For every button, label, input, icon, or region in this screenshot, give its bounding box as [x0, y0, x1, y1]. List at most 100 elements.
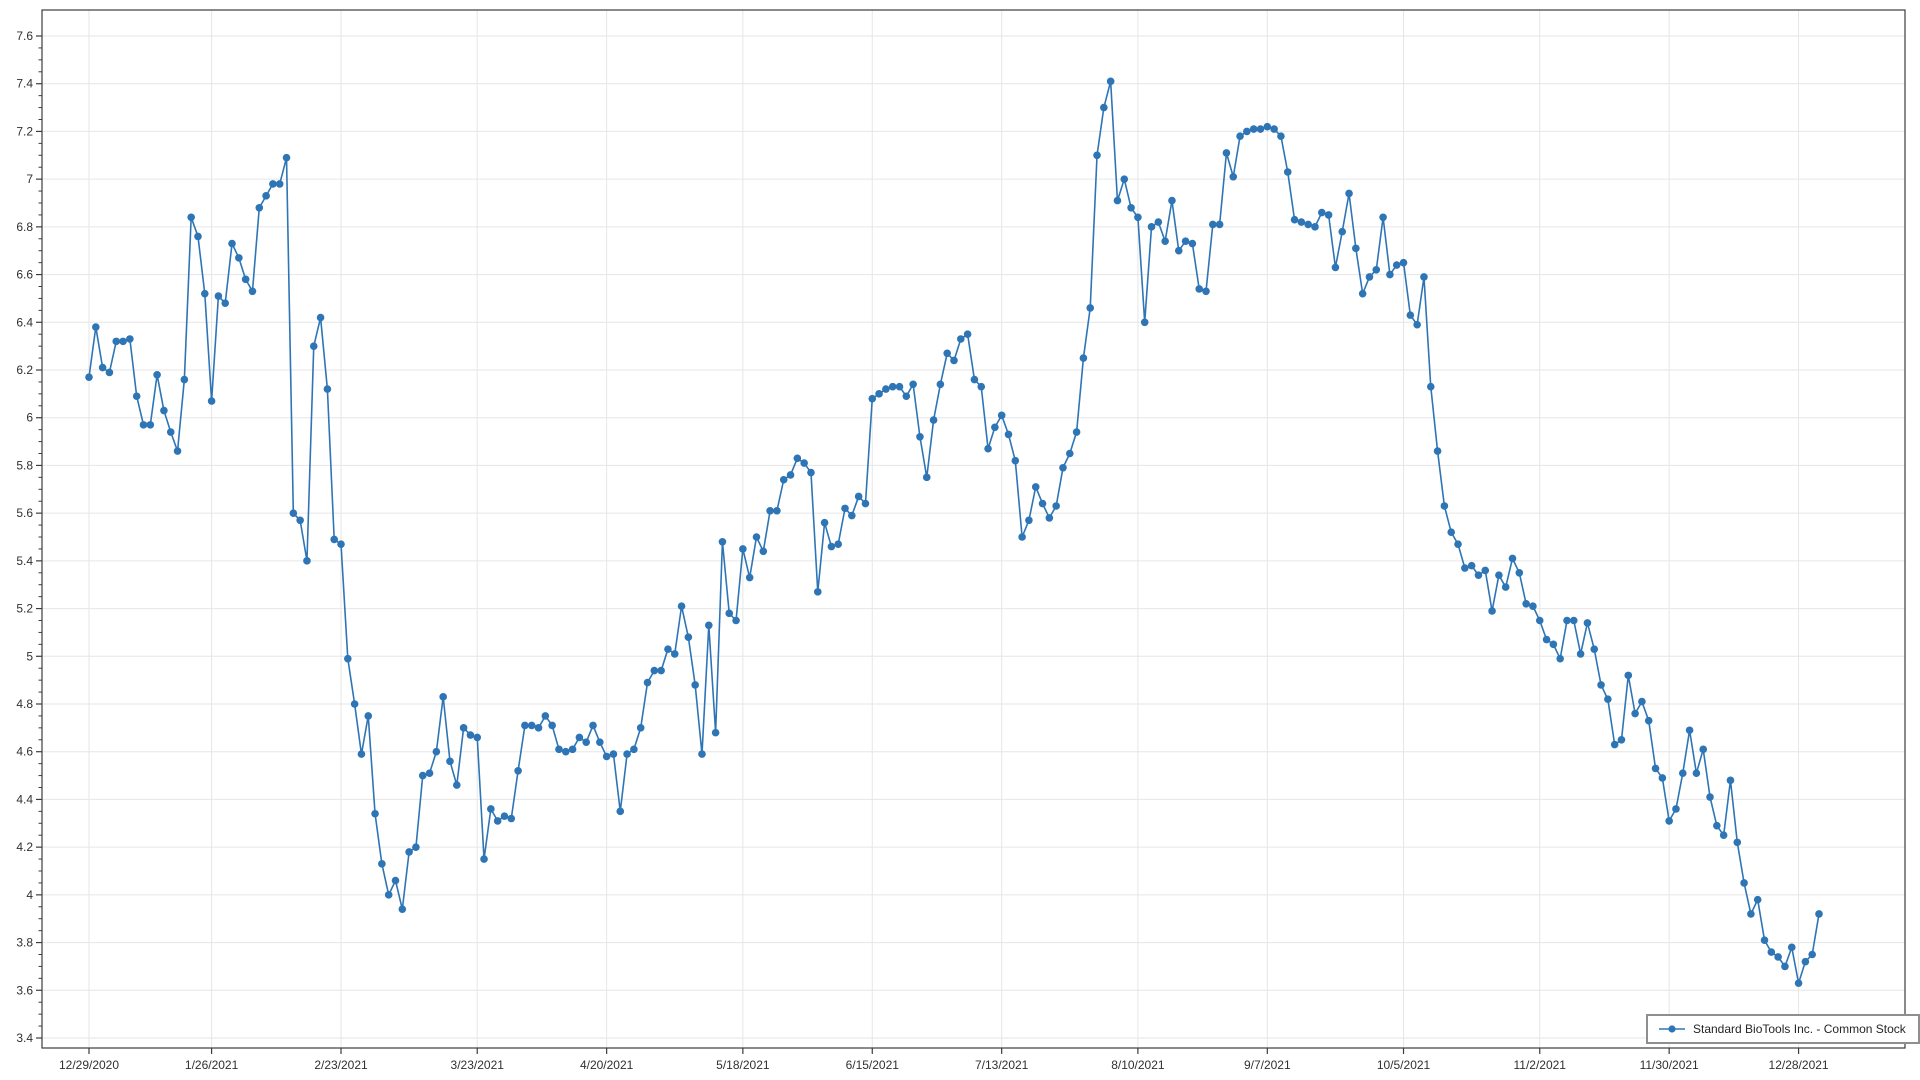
- data-point-marker[interactable]: [1719, 831, 1728, 840]
- data-point-marker[interactable]: [1692, 769, 1701, 777]
- data-point-marker[interactable]: [1747, 910, 1755, 918]
- data-point-marker[interactable]: [813, 588, 822, 596]
- data-point-marker[interactable]: [1501, 583, 1510, 591]
- data-point-marker[interactable]: [296, 516, 304, 525]
- data-point-marker[interactable]: [1781, 962, 1789, 971]
- data-point-marker[interactable]: [1065, 449, 1074, 458]
- data-point-marker[interactable]: [1052, 502, 1060, 510]
- data-point-marker[interactable]: [1072, 428, 1081, 436]
- data-point-marker[interactable]: [378, 860, 386, 868]
- data-point-marker[interactable]: [936, 380, 945, 389]
- data-point-marker[interactable]: [718, 537, 727, 546]
- data-point-marker[interactable]: [1665, 817, 1673, 825]
- data-point-marker[interactable]: [895, 382, 904, 391]
- data-point-marker[interactable]: [1243, 127, 1251, 136]
- data-point-marker[interactable]: [1753, 895, 1762, 904]
- data-point-marker[interactable]: [255, 203, 264, 212]
- data-point-marker[interactable]: [977, 382, 986, 391]
- data-point-marker[interactable]: [459, 724, 468, 732]
- data-point-marker[interactable]: [1079, 354, 1088, 362]
- data-point-marker[interactable]: [950, 356, 958, 365]
- data-point-marker[interactable]: [555, 745, 563, 754]
- data-point-marker[interactable]: [820, 518, 829, 527]
- data-point-marker[interactable]: [1025, 516, 1033, 525]
- data-point-marker[interactable]: [1515, 568, 1524, 577]
- data-point-marker[interactable]: [153, 370, 161, 379]
- data-point-marker[interactable]: [282, 153, 291, 162]
- data-point-marker[interactable]: [1229, 172, 1238, 181]
- data-point-marker[interactable]: [1699, 745, 1708, 754]
- data-point-marker[interactable]: [160, 406, 168, 415]
- data-point-marker[interactable]: [1808, 950, 1816, 959]
- data-point-marker[interactable]: [1542, 635, 1551, 644]
- data-point-marker[interactable]: [323, 385, 332, 393]
- data-point-marker[interactable]: [1059, 464, 1067, 472]
- data-point-marker[interactable]: [582, 738, 590, 746]
- data-point-marker[interactable]: [384, 891, 393, 899]
- data-point-marker[interactable]: [848, 511, 856, 520]
- data-point-marker[interactable]: [807, 468, 815, 477]
- data-point-marker[interactable]: [105, 368, 114, 377]
- data-point-marker[interactable]: [1440, 502, 1449, 510]
- data-point-marker[interactable]: [1570, 616, 1578, 625]
- data-point-marker[interactable]: [1672, 805, 1680, 813]
- data-point-marker[interactable]: [344, 654, 352, 663]
- data-point-marker[interactable]: [691, 681, 699, 689]
- data-point-marker[interactable]: [1447, 528, 1455, 537]
- data-point-marker[interactable]: [1488, 607, 1496, 615]
- data-point-marker[interactable]: [1624, 671, 1633, 680]
- data-point-marker[interactable]: [119, 337, 127, 346]
- data-point-marker[interactable]: [1610, 740, 1619, 749]
- data-point-marker[interactable]: [854, 492, 863, 501]
- data-point-marker[interactable]: [1120, 175, 1129, 183]
- data-point-marker[interactable]: [1304, 220, 1312, 229]
- data-point-marker[interactable]: [1290, 215, 1299, 224]
- data-point-marker[interactable]: [1787, 943, 1796, 952]
- data-point-marker[interactable]: [1420, 273, 1428, 281]
- data-point-marker[interactable]: [1733, 838, 1742, 847]
- data-point-marker[interactable]: [888, 382, 897, 391]
- data-point-marker[interactable]: [1522, 600, 1530, 608]
- data-point-marker[interactable]: [235, 254, 243, 262]
- data-point-marker[interactable]: [1508, 554, 1517, 563]
- data-point-marker[interactable]: [1100, 103, 1108, 112]
- data-point-marker[interactable]: [548, 721, 556, 730]
- data-point-marker[interactable]: [623, 750, 631, 758]
- data-point-marker[interactable]: [786, 471, 795, 479]
- data-point-marker[interactable]: [1474, 571, 1483, 579]
- data-point-marker[interactable]: [275, 180, 284, 188]
- data-point-marker[interactable]: [650, 666, 659, 675]
- data-point-marker[interactable]: [1324, 211, 1333, 219]
- data-point-marker[interactable]: [1713, 821, 1721, 830]
- data-point-marker[interactable]: [1004, 430, 1013, 439]
- data-point-marker[interactable]: [1678, 769, 1687, 777]
- data-point-marker[interactable]: [997, 411, 1006, 420]
- data-point-marker[interactable]: [1433, 447, 1442, 455]
- data-point-marker[interactable]: [725, 609, 734, 618]
- data-point-marker[interactable]: [1358, 289, 1367, 298]
- data-point-marker[interactable]: [868, 394, 877, 403]
- data-point-marker[interactable]: [1399, 258, 1408, 267]
- data-point-marker[interactable]: [793, 454, 802, 463]
- data-point-marker[interactable]: [779, 475, 788, 484]
- data-point-marker[interactable]: [1583, 619, 1592, 627]
- data-point-marker[interactable]: [112, 337, 121, 346]
- data-point-marker[interactable]: [745, 573, 754, 582]
- data-point-marker[interactable]: [970, 375, 979, 384]
- data-point-marker[interactable]: [875, 390, 883, 398]
- data-point-marker[interactable]: [1794, 979, 1803, 987]
- data-point-marker[interactable]: [1631, 709, 1639, 718]
- data-point-marker[interactable]: [841, 504, 849, 513]
- data-point-marker[interactable]: [705, 621, 713, 630]
- data-point-marker[interactable]: [1161, 237, 1169, 245]
- data-point-marker[interactable]: [1181, 237, 1190, 245]
- data-point-marker[interactable]: [269, 180, 277, 188]
- data-point-marker[interactable]: [350, 700, 359, 708]
- data-point-marker[interactable]: [493, 817, 502, 825]
- data-point-marker[interactable]: [85, 373, 93, 381]
- data-point-marker[interactable]: [1815, 910, 1823, 918]
- data-point-marker[interactable]: [132, 392, 141, 401]
- data-point-marker[interactable]: [1086, 304, 1095, 312]
- data-point-marker[interactable]: [228, 239, 236, 248]
- data-point-marker[interactable]: [1549, 640, 1558, 649]
